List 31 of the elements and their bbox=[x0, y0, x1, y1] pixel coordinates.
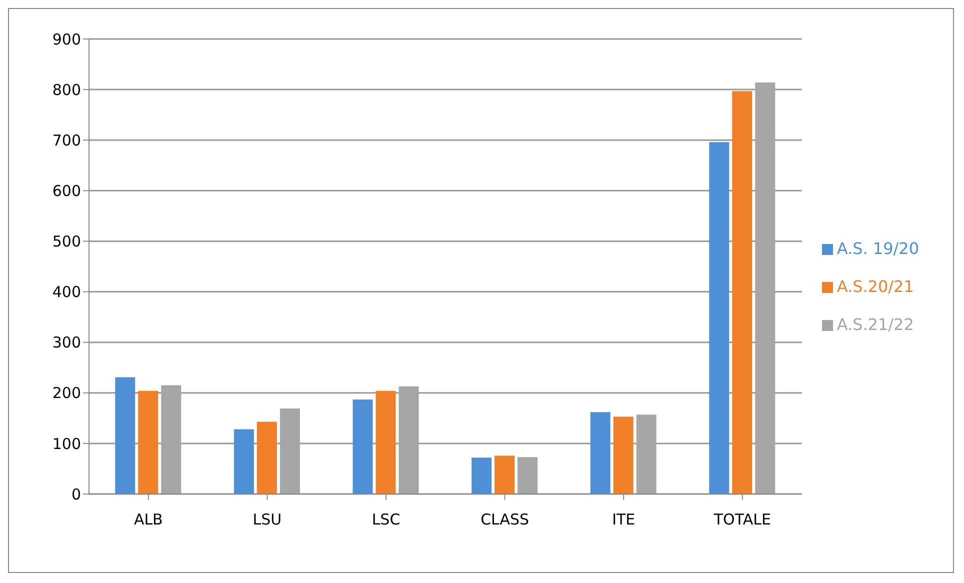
legend-label: A.S. 19/20 bbox=[836, 238, 919, 258]
bar bbox=[115, 377, 136, 494]
y-tick-label: 400 bbox=[52, 283, 81, 302]
bar bbox=[494, 456, 515, 494]
x-tick-label: LSC bbox=[372, 510, 400, 529]
y-tick-label: 900 bbox=[52, 30, 81, 48]
bar bbox=[613, 416, 634, 494]
legend-label: A.S.20/21 bbox=[836, 276, 914, 296]
bar bbox=[709, 142, 730, 494]
x-tick-label: ITE bbox=[612, 510, 636, 529]
bar bbox=[376, 390, 396, 494]
bar bbox=[472, 458, 492, 494]
bar bbox=[256, 422, 277, 494]
bar bbox=[352, 399, 373, 494]
x-tick-label: CLASS bbox=[480, 510, 530, 529]
bar bbox=[590, 412, 610, 494]
y-tick-label: 500 bbox=[52, 232, 81, 251]
y-tick-label: 300 bbox=[52, 334, 81, 352]
y-tick-label: 800 bbox=[52, 80, 81, 99]
y-tick-label: 600 bbox=[52, 182, 81, 200]
legend-label: A.S.21/22 bbox=[836, 314, 914, 334]
bar bbox=[138, 390, 158, 494]
x-tick-label: ALB bbox=[134, 510, 163, 529]
bar bbox=[732, 91, 752, 494]
y-tick-label: 200 bbox=[52, 384, 81, 402]
bar bbox=[234, 429, 254, 494]
x-tick-label: LSU bbox=[252, 510, 282, 529]
y-tick-label: 700 bbox=[52, 131, 81, 150]
x-tick-label: TOTALE bbox=[712, 510, 771, 529]
y-tick-label: 100 bbox=[52, 434, 81, 453]
y-tick-label: 0 bbox=[71, 485, 81, 504]
